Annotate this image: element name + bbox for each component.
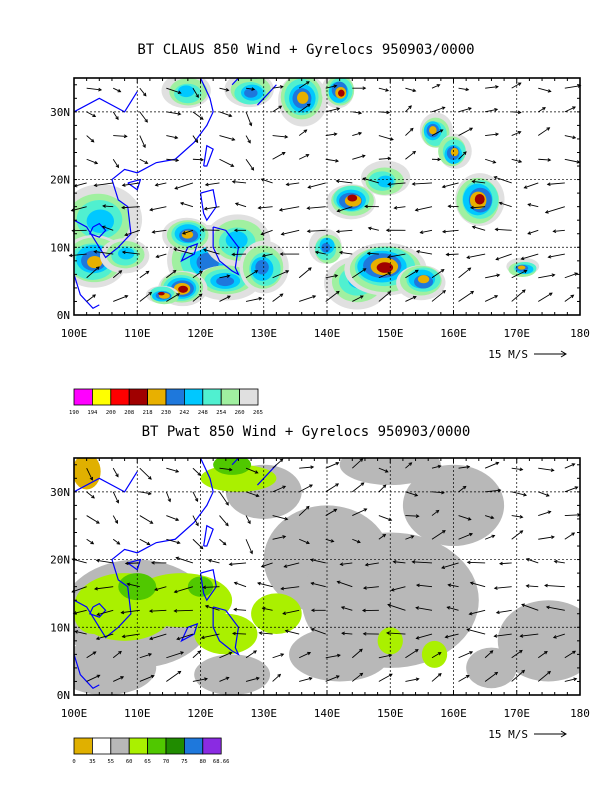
colorbar-swatch bbox=[202, 737, 222, 755]
colorbar-label: 80 bbox=[199, 759, 206, 765]
lon-label: 120E bbox=[187, 327, 214, 340]
colorbar-label: 254 bbox=[216, 410, 227, 416]
colorbar-label: 265 bbox=[253, 410, 263, 416]
colorbar-label: 260 bbox=[235, 410, 245, 416]
wind-vectors bbox=[68, 81, 582, 302]
lon-label: 180 bbox=[570, 707, 590, 720]
colorbar-label: 200 bbox=[106, 410, 116, 416]
top-panel-title: BT CLAUS 850 Wind + Gyrelocs 950903/0000 bbox=[137, 42, 475, 58]
lon-label: 160E bbox=[440, 707, 467, 720]
lat-label: 30N bbox=[50, 106, 70, 119]
lon-label: 100E bbox=[61, 327, 88, 340]
lon-label: 140E bbox=[314, 327, 341, 340]
lon-label: 110E bbox=[124, 707, 151, 720]
lon-label: 100E bbox=[61, 707, 88, 720]
lon-label: 130E bbox=[251, 707, 278, 720]
coastlines bbox=[74, 78, 277, 309]
lat-label: 0N bbox=[57, 309, 70, 322]
colorbar: 190 194 200 208 218 230 242 248 254 260 265 bbox=[69, 388, 263, 416]
colorbar-swatch bbox=[239, 388, 259, 406]
lon-label: 130E bbox=[251, 327, 278, 340]
lat-label: 20N bbox=[50, 174, 70, 187]
field-shading bbox=[74, 78, 540, 310]
bottom-panel-title: BT Pwat 850 Wind + Gyrelocs 950903/0000 bbox=[141, 424, 471, 440]
lon-label: 150E bbox=[377, 707, 404, 720]
colorbar-label: 208 bbox=[124, 410, 134, 416]
lon-label: 140E bbox=[314, 707, 341, 720]
colorbar-label: 0 bbox=[72, 759, 75, 765]
colorbar-label: 218 bbox=[143, 410, 153, 416]
colorbar-swatch bbox=[128, 737, 148, 755]
lon-label: 110E bbox=[124, 327, 151, 340]
lon-label: 170E bbox=[504, 327, 531, 340]
lon-label: 160E bbox=[440, 327, 467, 340]
colorbar-label: 70 bbox=[163, 759, 170, 765]
vector-scale-label: 15 M/S bbox=[488, 348, 528, 361]
grid-lines bbox=[74, 78, 580, 315]
lon-label: 120E bbox=[187, 707, 214, 720]
colorbar-label: 68.66 bbox=[213, 759, 230, 765]
colorbar-swatch bbox=[183, 737, 204, 755]
colorbar-label: 75 bbox=[181, 759, 188, 765]
lon-label: 150E bbox=[377, 327, 404, 340]
colorbar-swatch bbox=[110, 737, 130, 755]
colorbar-swatch bbox=[73, 737, 93, 755]
colorbar-label: 65 bbox=[144, 759, 151, 765]
lat-label: 0N bbox=[57, 689, 70, 702]
colorbar-label: 248 bbox=[198, 410, 208, 416]
colorbar-swatch bbox=[92, 737, 112, 755]
colorbar-label: 55 bbox=[107, 759, 114, 765]
top-map-panel: 30N 20N 10N 0N 100E 110E 120E 130E 140E 150E 160E 1… bbox=[50, 77, 590, 416]
colorbar-label: 60 bbox=[126, 759, 133, 765]
lon-label: 170E bbox=[504, 707, 531, 720]
bottom-map-panel: 30N 20N 10N 0N 100E 110E 120E 130E 140E 150E 160E 1… bbox=[50, 457, 590, 765]
lon-label: 180 bbox=[570, 327, 590, 340]
field-shading bbox=[74, 458, 580, 695]
colorbar-label: 194 bbox=[87, 410, 98, 416]
coastlines bbox=[74, 458, 277, 689]
lat-label: 10N bbox=[50, 621, 70, 634]
colorbar-swatch bbox=[147, 737, 167, 755]
colorbar-label: 35 bbox=[89, 759, 96, 765]
colorbar-swatch bbox=[165, 737, 185, 755]
grid-lines bbox=[74, 458, 580, 695]
colorbar-label: 242 bbox=[179, 410, 189, 416]
colorbar-label: 230 bbox=[161, 410, 171, 416]
colorbar: 0 35 55 60 65 70 75 80 68.66 bbox=[72, 737, 230, 765]
lat-label: 30N bbox=[50, 486, 70, 499]
lat-label: 20N bbox=[50, 554, 70, 567]
vector-scale-label: 15 M/S bbox=[488, 728, 528, 741]
lat-label: 10N bbox=[50, 241, 70, 254]
colorbar-label: 190 bbox=[69, 410, 79, 416]
